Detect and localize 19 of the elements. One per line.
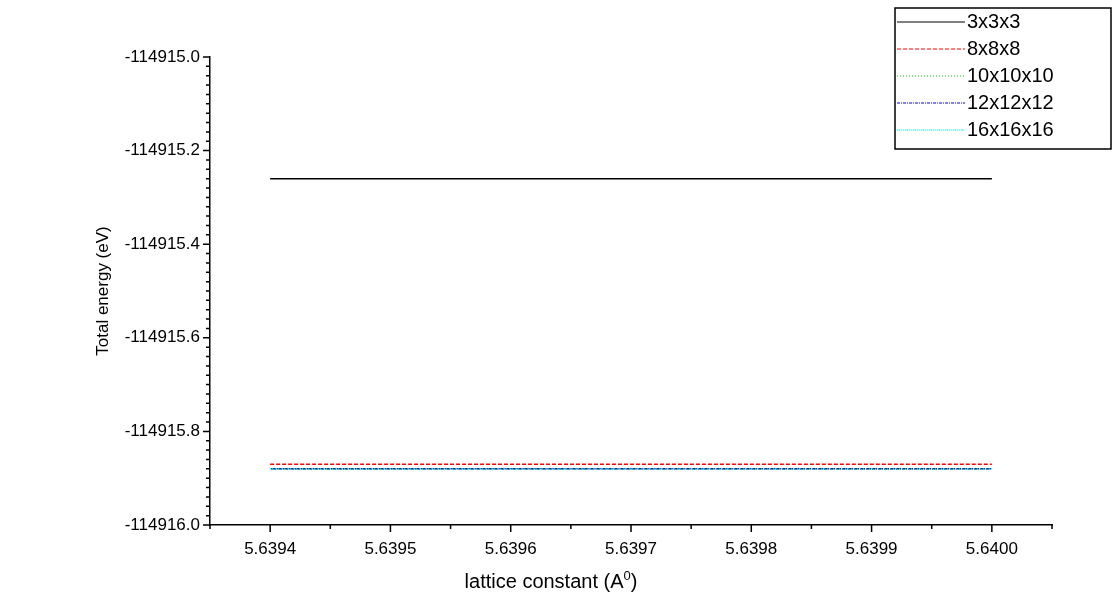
- y-tick-label: -114915.2: [124, 140, 200, 160]
- legend-label: 3x3x3: [967, 9, 1021, 32]
- x-tick-label: 5.6399: [845, 538, 898, 558]
- y-tick-label: -114915.6: [124, 327, 200, 347]
- y-tick-label: -114916.0: [124, 514, 200, 534]
- y-tick-label: -114915.8: [124, 421, 200, 441]
- legend-label: 16x16x16: [967, 117, 1054, 140]
- x-tick-label: 5.6397: [605, 538, 657, 558]
- x-tick-label: 5.6395: [364, 538, 417, 558]
- y-tick-label: -114915.0: [124, 46, 200, 66]
- legend-label: 10x10x10: [967, 63, 1054, 86]
- x-tick-label: 5.6398: [725, 538, 778, 558]
- legend-label: 12x12x12: [967, 90, 1054, 113]
- x-tick-label: 5.6400: [965, 538, 1018, 558]
- x-tick-label: 5.6394: [244, 538, 297, 558]
- y-tick-label: -114915.4: [124, 233, 200, 253]
- legend-label: 8x8x8: [967, 36, 1021, 59]
- x-tick-label: 5.6396: [484, 538, 537, 558]
- y-axis-title: Total energy (eV): [93, 226, 112, 356]
